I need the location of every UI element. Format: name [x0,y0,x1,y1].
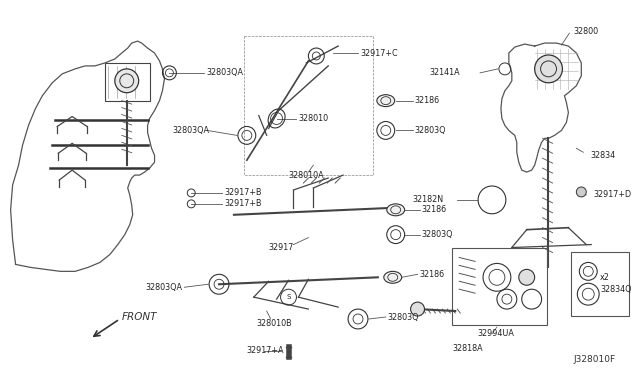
Text: 32917+B: 32917+B [224,199,262,208]
Bar [452,247,547,325]
Text: FRONT: FRONT [122,312,157,322]
Text: 328010A: 328010A [289,171,324,180]
Text: 32917+D: 32917+D [593,190,631,199]
Text: 32917+C: 32917+C [360,48,397,58]
Text: 328010: 328010 [298,114,328,123]
Ellipse shape [384,271,402,283]
Circle shape [577,187,586,197]
Text: 32186: 32186 [422,205,447,214]
Text: 32186: 32186 [420,270,445,279]
Text: 32182N: 32182N [413,195,444,204]
Circle shape [534,55,563,83]
Text: 32800: 32800 [573,27,598,36]
Circle shape [411,302,424,316]
Bar [105,63,150,101]
Text: 32803QA: 32803QA [206,68,243,77]
Text: 32834: 32834 [590,151,616,160]
Text: 328010B: 328010B [257,320,292,328]
Text: 32994UA: 32994UA [477,329,514,339]
Text: 32917+A: 32917+A [247,346,284,355]
Text: 32803Q: 32803Q [422,230,453,239]
Text: 32803Q: 32803Q [388,312,419,321]
Text: 32803QA: 32803QA [172,126,209,135]
Bar [572,251,629,316]
Text: 32186: 32186 [415,96,440,105]
Text: 32803QA: 32803QA [145,283,182,292]
Text: 32917: 32917 [269,243,294,252]
Text: 32818A: 32818A [452,344,483,353]
Text: 32803Q: 32803Q [415,126,446,135]
Ellipse shape [377,95,395,107]
Circle shape [519,269,534,285]
Text: 32834Q: 32834Q [600,285,632,294]
Circle shape [115,69,139,93]
Text: S: S [286,294,291,300]
Text: x2: x2 [600,273,610,282]
Ellipse shape [387,204,404,216]
Text: 32917+B: 32917+B [224,189,262,198]
Text: 32141A: 32141A [429,68,460,77]
Text: J328010F: J328010F [574,355,616,364]
